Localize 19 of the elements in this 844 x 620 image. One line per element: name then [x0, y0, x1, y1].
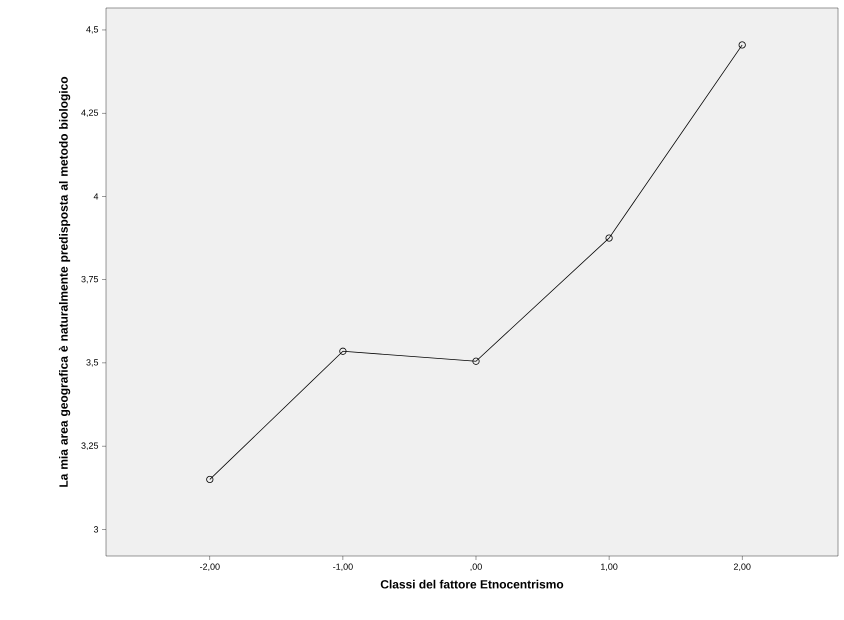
point	[472, 358, 480, 365]
y-axis-title: La mia area geografica è naturalmente predisposta al metodo biologico	[58, 76, 70, 487]
y-tick-label: 3	[94, 526, 98, 533]
x-tick-label: 1,00	[601, 564, 618, 571]
y-tick-label: 4,25	[81, 109, 98, 117]
x-tick-label: 2,00	[734, 564, 751, 571]
point	[339, 348, 347, 355]
y-tick-label: 3,25	[81, 442, 98, 450]
y-tick-label: 4,5	[86, 26, 98, 34]
y-tick-label: 3,5	[86, 359, 98, 367]
x-tick-label: -1,00	[333, 564, 353, 571]
y-tick-label: 4	[94, 193, 98, 200]
x-tick-label: ,00	[470, 564, 482, 571]
x-axis-title: Classi del fattore Etnocentrismo	[380, 580, 564, 589]
point	[605, 234, 613, 242]
x-tick-label: -2,00	[200, 564, 220, 571]
point	[738, 41, 746, 49]
y-tick-label: 3,75	[81, 276, 98, 284]
point	[206, 476, 214, 484]
